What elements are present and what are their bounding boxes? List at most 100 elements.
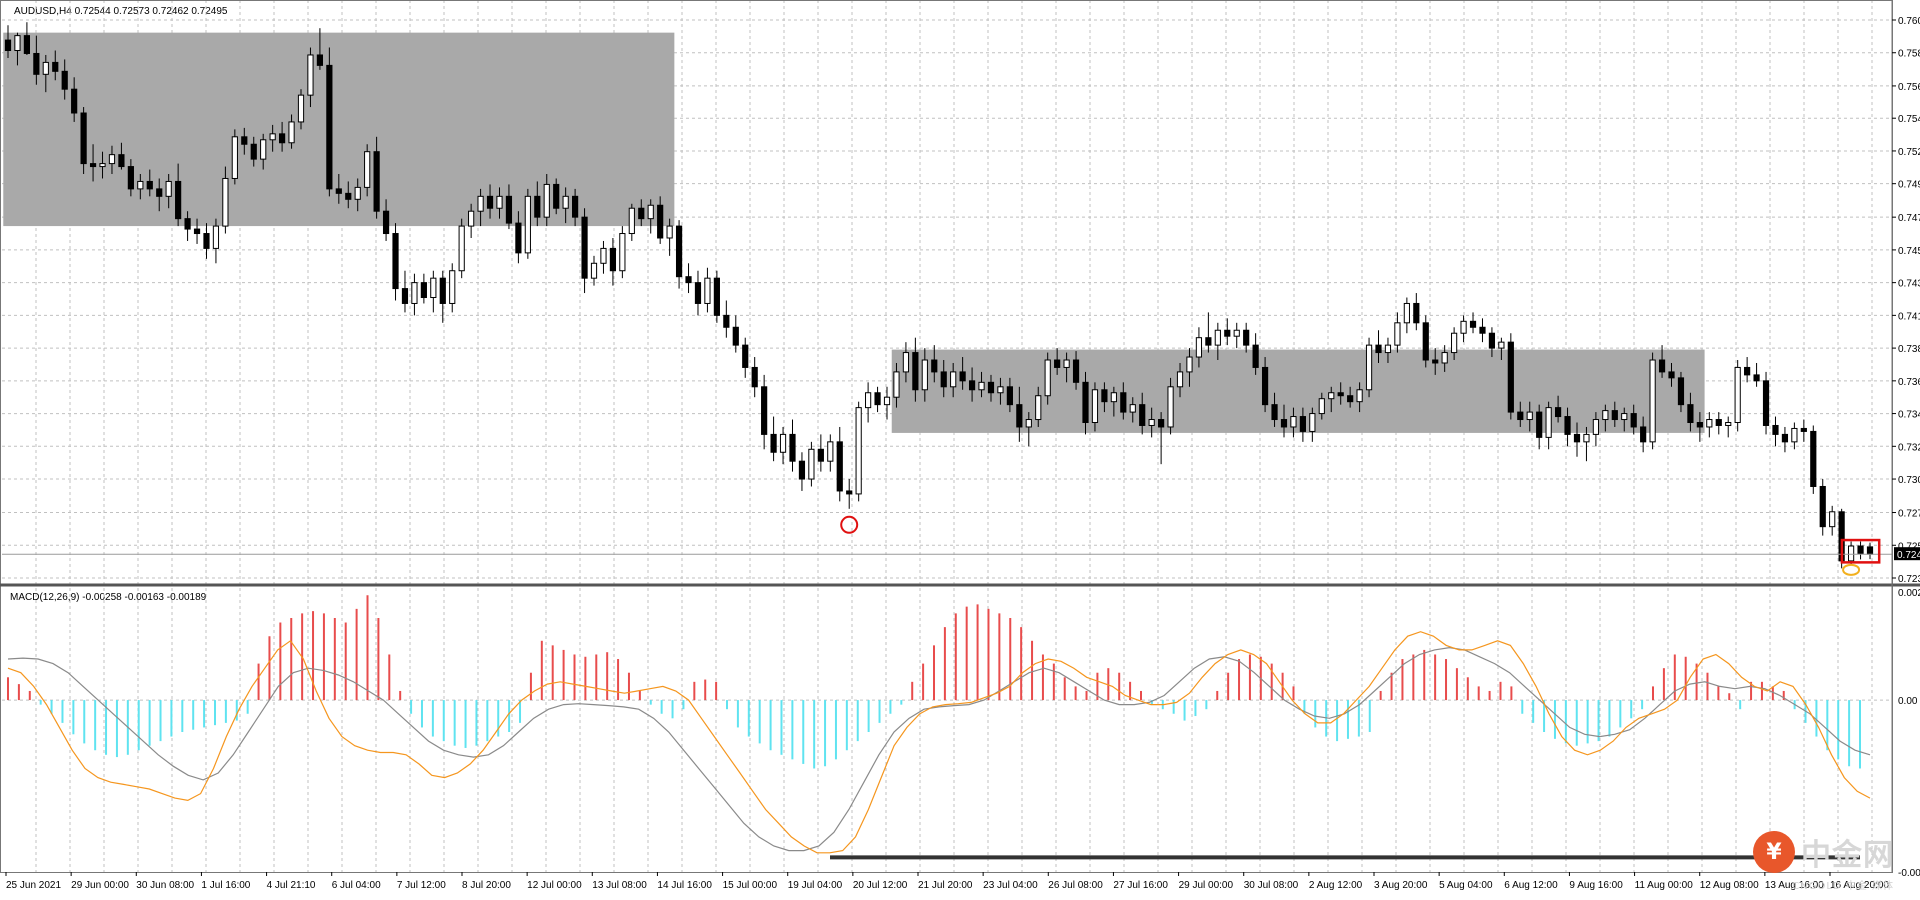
date-label: 29 Jun 00:00 <box>71 880 129 891</box>
candle-bear <box>1347 395 1354 403</box>
candle-bear <box>1158 419 1165 428</box>
watermark-coin-icon: ¥ <box>1753 831 1795 873</box>
candle-bear <box>751 366 758 388</box>
macd-axis-label: -0.00377 <box>1898 868 1920 879</box>
candle-bear <box>1857 545 1864 554</box>
candle-bear <box>241 136 248 145</box>
candle-bear <box>1261 366 1269 406</box>
candle-bull <box>921 359 928 391</box>
candle-bear <box>1687 404 1694 424</box>
candle-bull <box>411 282 418 304</box>
price-label: 0.73440 <box>1898 410 1920 421</box>
candle-bear <box>572 195 579 218</box>
candle-bull <box>1186 356 1193 373</box>
price-label: 0.73000 <box>1898 475 1920 486</box>
candle-bear <box>1753 374 1760 382</box>
candle-bear <box>1630 413 1637 428</box>
candle-bull <box>165 180 172 197</box>
candle-bull <box>543 183 550 218</box>
price-label: 0.74760 <box>1898 213 1920 224</box>
candle-bear <box>657 204 664 239</box>
date-label: 7 Jul 12:00 <box>397 880 446 891</box>
candle-bull <box>1214 329 1221 346</box>
date-label: 26 Jul 08:00 <box>1048 880 1103 891</box>
candle-bull <box>1621 413 1628 421</box>
date-label: 25 Jun 2021 <box>6 880 61 891</box>
price-label: 0.74540 <box>1898 246 1920 257</box>
candle-bull <box>1394 322 1401 346</box>
symbol-info: AUDUSD,H4 0.72544 0.72573 0.72462 0.7249… <box>14 6 228 17</box>
candle-bull <box>1195 337 1203 358</box>
date-label: 12 Aug 08:00 <box>1700 880 1759 891</box>
candle-bull <box>883 396 891 406</box>
candle-bull <box>1526 411 1533 421</box>
date-label: 23 Jul 04:00 <box>983 880 1038 891</box>
swing-low-marker <box>840 515 859 534</box>
candle-bear <box>1224 329 1231 337</box>
date-label: 8 Jul 20:00 <box>462 880 511 891</box>
candle-bull <box>1734 366 1741 424</box>
candle-bear <box>505 195 513 224</box>
candle-bull <box>288 121 295 144</box>
candle-bull <box>297 94 305 123</box>
candle-bull <box>704 277 711 304</box>
candle-bear <box>184 218 191 230</box>
candle-bear <box>250 143 257 160</box>
candle-bull <box>1035 395 1042 421</box>
current-price-box <box>1894 547 1920 561</box>
candle-bull <box>1847 545 1855 562</box>
candle-bull <box>269 133 276 141</box>
candle-bear <box>770 433 777 453</box>
candle-bear <box>1715 419 1722 426</box>
watermark-logo: ¥ 中金网 <box>1753 830 1894 874</box>
candle-bear <box>1781 433 1789 443</box>
price-label: 0.72335 <box>1898 574 1920 585</box>
date-label: 12 Jul 00:00 <box>527 880 582 891</box>
candle-bear <box>846 490 853 495</box>
date-label: 30 Jul 08:00 <box>1244 880 1299 891</box>
candle-bear <box>1139 404 1146 426</box>
price-label: 0.76085 <box>1898 16 1920 27</box>
date-label: 2 Aug 12:00 <box>1309 880 1363 891</box>
candle-bull <box>364 151 371 188</box>
candle-bull <box>212 225 220 249</box>
recent-candles-box <box>1840 538 1881 564</box>
macd-signal-line <box>7 646 1871 852</box>
candle-bull <box>449 270 456 304</box>
candle-bear <box>1299 416 1306 432</box>
candle-bear <box>127 166 134 190</box>
candle-bear <box>175 180 182 220</box>
candle-bull <box>468 210 475 227</box>
candle-bear <box>1677 377 1685 406</box>
candle-bear <box>23 35 31 54</box>
candle-bear <box>1810 430 1817 487</box>
macd-axis-label: 0.00237 <box>1898 588 1920 599</box>
candle-bull <box>1167 386 1174 428</box>
candle-bull <box>827 441 834 462</box>
date-label: 6 Aug 12:00 <box>1504 880 1558 891</box>
candle-bear <box>675 225 683 278</box>
date-label: 1 Jul 16:00 <box>201 880 250 891</box>
candle-bear <box>1082 381 1089 424</box>
candle-bull <box>1791 427 1798 443</box>
candle-bull <box>978 381 985 391</box>
candle-bear <box>1517 411 1524 421</box>
candle-bear <box>1564 416 1571 435</box>
current-price-label: 0.72495 <box>1897 550 1920 561</box>
candle-bull <box>1309 413 1316 432</box>
price-label: 0.75865 <box>1898 49 1920 60</box>
candle-bear <box>1488 332 1496 349</box>
candle-bull <box>997 386 1004 394</box>
candle-bear <box>940 371 947 388</box>
candle-bull <box>1583 433 1590 443</box>
candle-bull <box>855 407 862 495</box>
candle-bear <box>316 54 324 66</box>
candle-bear <box>335 188 342 194</box>
candle-bull <box>779 433 787 453</box>
candle-bear <box>118 154 125 168</box>
candle-bear <box>685 276 692 284</box>
candle-bull <box>1829 511 1836 528</box>
candle-bull <box>1460 320 1467 334</box>
candle-bear <box>1252 344 1259 368</box>
